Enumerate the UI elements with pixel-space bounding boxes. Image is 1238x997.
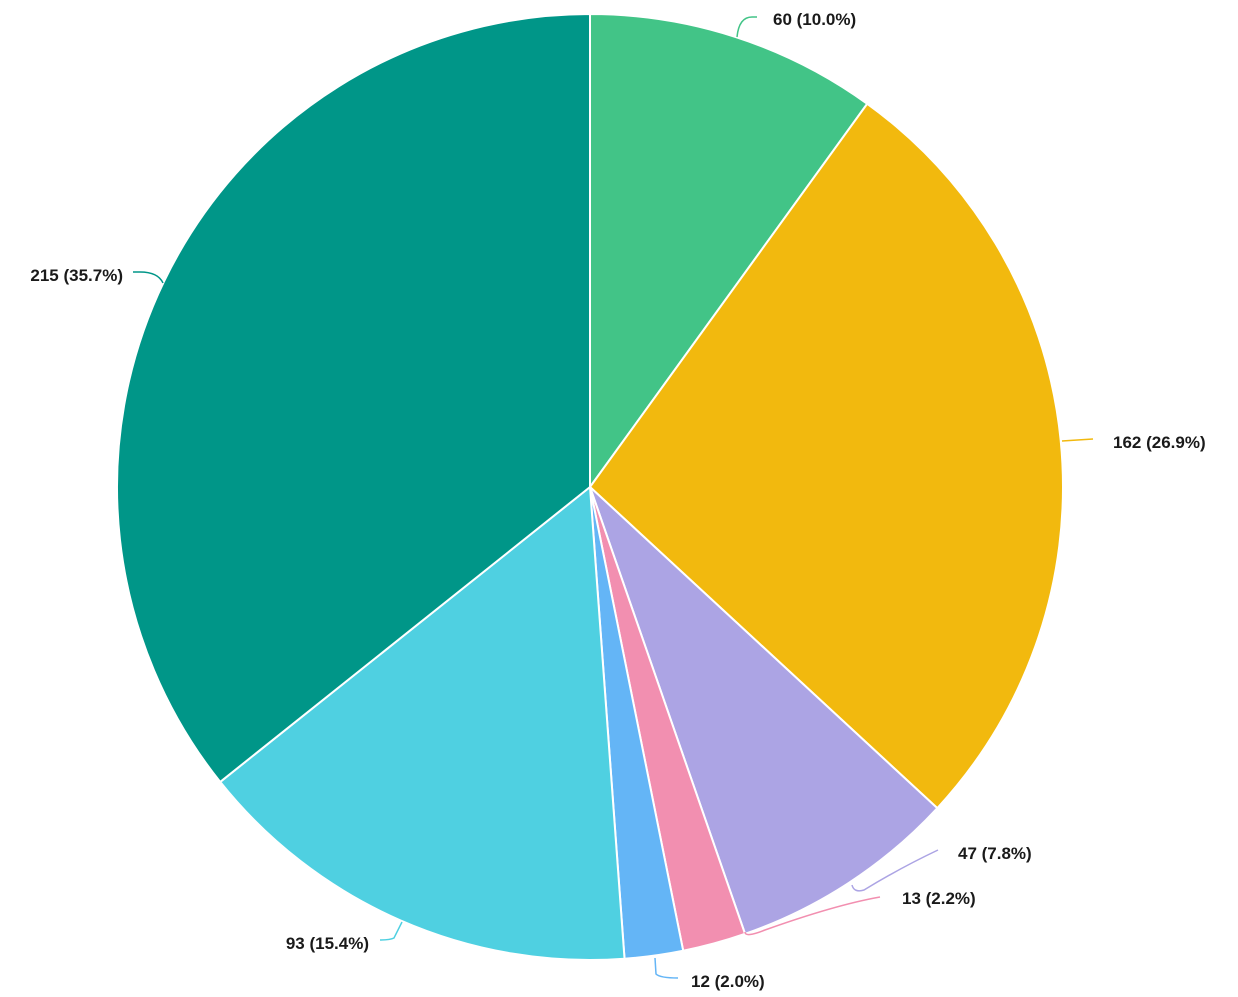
- leader-line-5: [379, 921, 403, 941]
- leader-line-0: [736, 16, 757, 38]
- data-label-6: 215 (35.7%): [30, 266, 123, 285]
- leader-line-4: [654, 957, 679, 979]
- pie-slice-1: [589, 102, 1064, 810]
- pie-slices: [116, 13, 1064, 962]
- pie-slice-0: [589, 13, 869, 488]
- data-label-4: 12 (2.0%): [691, 972, 765, 991]
- leader-line-2: [851, 849, 939, 892]
- pie-slice-2: [589, 486, 939, 935]
- data-label-3: 13 (2.2%): [902, 889, 976, 908]
- data-labels: 60 (10.0%) 162 (26.9%) 47 (7.8%) 13 (2.2%) 1…: [30, 10, 1205, 991]
- data-label-5: 93 (15.4%): [286, 934, 369, 953]
- data-label-0: 60 (10.0%): [773, 10, 856, 29]
- pie-slice-6: [116, 13, 591, 783]
- pie-slice-5: [219, 486, 626, 962]
- leader-lines: [133, 16, 1094, 979]
- data-label-1: 162 (26.9%): [1113, 433, 1206, 452]
- leader-line-6: [133, 271, 164, 284]
- leader-line-3: [744, 896, 881, 936]
- data-label-2: 47 (7.8%): [958, 844, 1032, 863]
- leader-line-1: [1061, 438, 1094, 442]
